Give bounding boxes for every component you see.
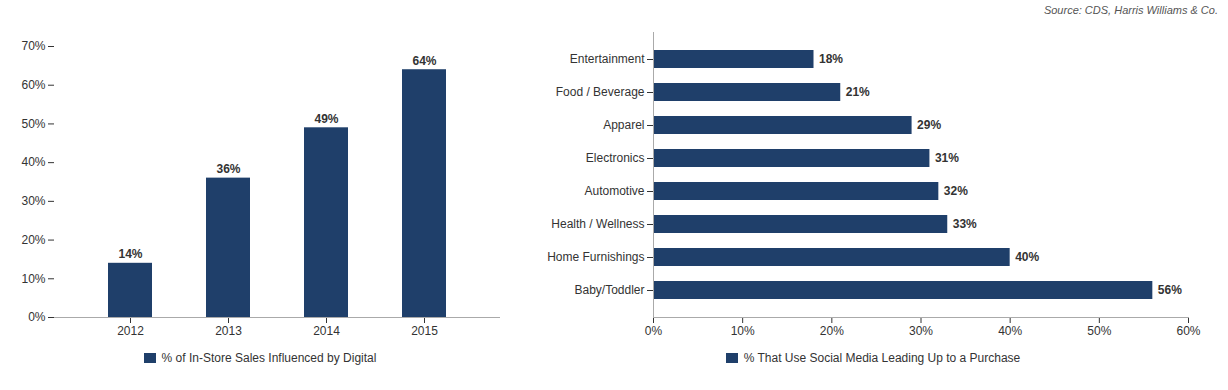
svg-text:Health / Wellness: Health / Wellness <box>551 217 644 231</box>
svg-text:56%: 56% <box>1158 283 1182 297</box>
svg-text:64%: 64% <box>412 54 436 68</box>
svg-text:Baby/Toddler: Baby/Toddler <box>574 283 644 297</box>
html-text:% That Use Social Media Leadin: % That Use Social Media Leading Up to a … <box>743 351 1021 365</box>
svg-text:31%: 31% <box>935 151 959 165</box>
svg-text:Electronics: Electronics <box>586 151 645 165</box>
svg-text:18%: 18% <box>819 52 843 66</box>
svg-text:2014: 2014 <box>313 324 340 338</box>
svg-text:30%: 30% <box>21 194 45 208</box>
svg-text:50%: 50% <box>21 117 45 131</box>
svg-text:40%: 40% <box>1015 250 1039 264</box>
svg-text:2013: 2013 <box>215 324 242 338</box>
svg-text:29%: 29% <box>917 118 941 132</box>
svg-text:32%: 32% <box>944 184 968 198</box>
svg-text:33%: 33% <box>953 217 977 231</box>
svg-text:2015: 2015 <box>411 324 438 338</box>
html-text:Source: CDS, Harris Williams &: Source: CDS, Harris Williams & Co. <box>1043 4 1218 16</box>
svg-text:Food / Beverage: Food / Beverage <box>556 85 645 99</box>
svg-text:50%: 50% <box>1087 324 1111 338</box>
svg-text:70%: 70% <box>21 39 45 53</box>
svg-text:30%: 30% <box>909 324 933 338</box>
svg-text:60%: 60% <box>21 78 45 92</box>
svg-text:Apparel: Apparel <box>603 118 644 132</box>
svg-text:20%: 20% <box>820 324 844 338</box>
svg-text:40%: 40% <box>998 324 1022 338</box>
svg-text:10%: 10% <box>731 324 755 338</box>
svg-text:20%: 20% <box>21 233 45 247</box>
svg-text:40%: 40% <box>21 155 45 169</box>
svg-text:Home Furnishings: Home Furnishings <box>547 250 644 264</box>
svg-text:Automotive: Automotive <box>584 184 644 198</box>
svg-text:2012: 2012 <box>117 324 144 338</box>
html-text:% of In-Store Sales Influenced: % of In-Store Sales Influenced by Digita… <box>161 351 377 365</box>
svg-text:49%: 49% <box>314 112 338 126</box>
svg-text:0%: 0% <box>28 310 46 324</box>
svg-text:Entertainment: Entertainment <box>570 52 645 66</box>
svg-text:36%: 36% <box>216 162 240 176</box>
svg-text:60%: 60% <box>1176 324 1200 338</box>
svg-text:21%: 21% <box>846 85 870 99</box>
svg-text:0%: 0% <box>645 324 663 338</box>
svg-text:14%: 14% <box>118 247 142 261</box>
svg-text:10%: 10% <box>21 272 45 286</box>
